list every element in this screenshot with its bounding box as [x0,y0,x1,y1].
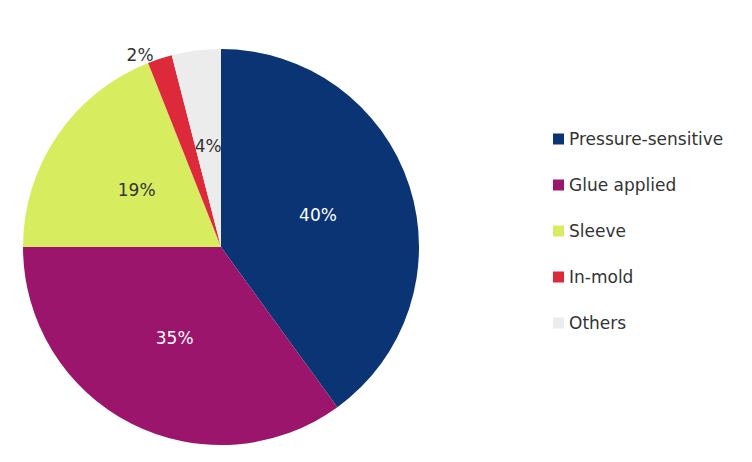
svg-text:2%: 2% [127,45,154,65]
svg-text:Sleeve: Sleeve [569,221,626,241]
svg-text:40%: 40% [299,205,337,225]
svg-text:Pressure-sensitive: Pressure-sensitive [569,129,723,149]
svg-text:Glue applied: Glue applied [569,175,676,195]
svg-text:35%: 35% [156,328,194,348]
svg-text:4%: 4% [195,136,222,156]
svg-text:19%: 19% [118,180,156,200]
svg-text:In-mold: In-mold [569,267,633,287]
svg-text:Others: Others [569,313,626,333]
